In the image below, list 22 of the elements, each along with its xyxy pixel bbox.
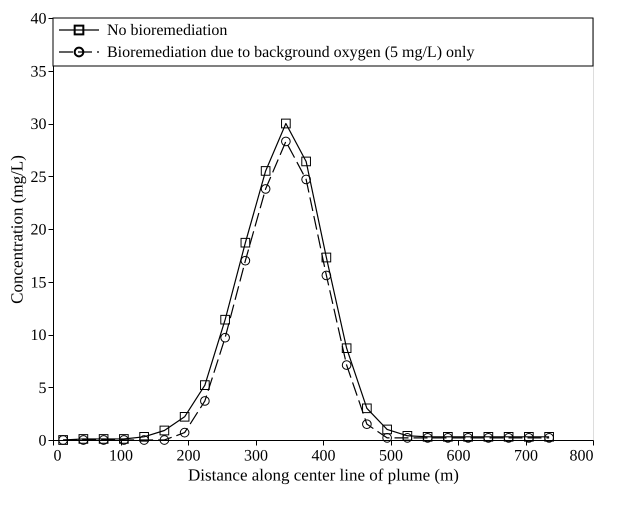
x-tick-label: 400	[312, 448, 336, 464]
x-axis-title: Distance along center line of plume (m)	[188, 466, 459, 484]
x-tick-label: 800	[570, 448, 594, 464]
y-tick-label: 35	[30, 63, 46, 80]
x-tick-label: 700	[514, 448, 538, 464]
y-tick-label: 40	[30, 10, 46, 28]
y-tick-label: 5	[38, 380, 46, 397]
legend-label: Bioremediation due to background oxygen (5 mg/L) only	[107, 44, 474, 61]
x-tick-label: 0	[54, 448, 62, 464]
y-tick-label: 20	[30, 222, 46, 238]
y-tick-label: 25	[30, 168, 46, 186]
y-tick-label: 30	[30, 116, 46, 133]
x-tick-label: 500	[379, 448, 403, 464]
y-tick-label: 15	[30, 274, 46, 292]
x-tick-label: 300	[244, 448, 268, 464]
y-tick-label: 10	[30, 327, 46, 344]
y-tick-label: 0	[38, 432, 46, 450]
y-axis-title: Concentration (mg/L)	[8, 155, 26, 304]
x-tick-label: 600	[446, 448, 470, 464]
legend-label: No bioremediation	[107, 22, 228, 39]
x-tick-label: 100	[109, 448, 133, 464]
x-tick-label: 200	[176, 448, 200, 464]
